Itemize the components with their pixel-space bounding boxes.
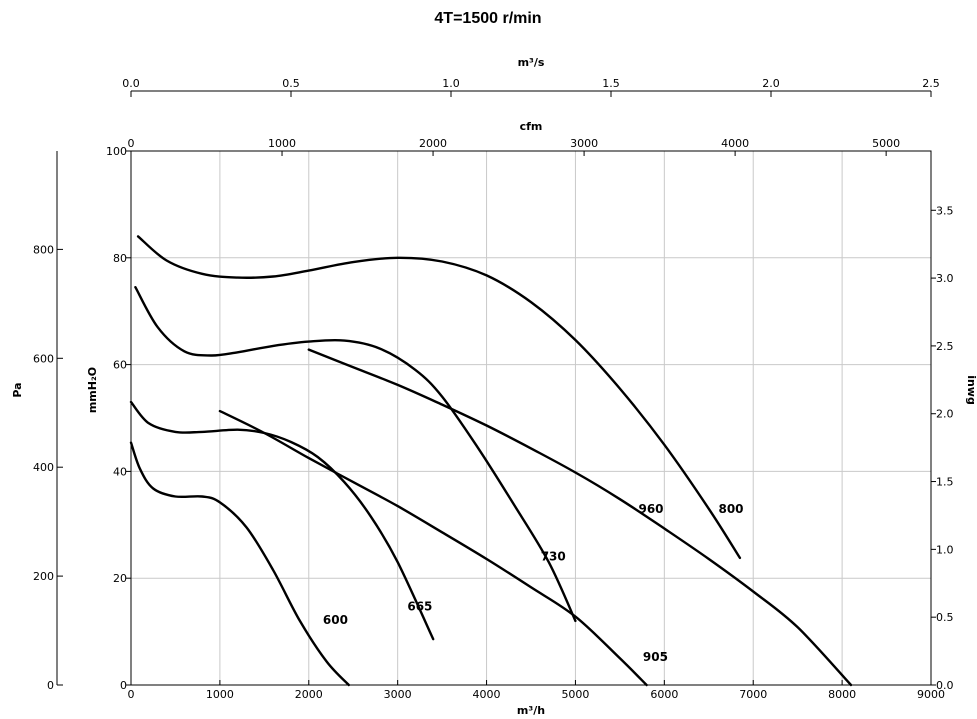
curve-label-600: 600 [323,613,348,627]
cfm-tick-label: 0 [128,137,135,150]
cfm-tick-label: 4000 [721,137,749,150]
curve-label-800: 800 [718,502,743,516]
inwg-axis-title: inwg [965,375,977,405]
curve-label-960: 960 [638,502,663,516]
m3s-axis-title: m³/s [518,56,545,69]
curve-905 [218,409,648,687]
curve-label-665: 665 [407,600,432,614]
curve-730 [134,286,577,623]
m3s-tick-label: 0.5 [282,77,300,90]
inwg-tick-label: 1.5 [936,476,954,489]
inwg-tick-label: 2.5 [936,340,954,353]
cfm-tick-label: 1000 [268,137,296,150]
cfm-tick-label: 5000 [872,137,900,150]
pa-tick-label: 600 [33,352,54,365]
x-tick-label: 4000 [473,688,501,701]
performance-curves: 600 665 730 800 905 960 [129,235,853,687]
inwg-tick-label: 2.0 [936,408,954,421]
cfm-tick-label: 3000 [570,137,598,150]
x-tick-label: 1000 [206,688,234,701]
curve-600 [129,441,350,687]
m3s-tick-label: 0.0 [122,77,140,90]
x-tick-label: 9000 [917,688,945,701]
mmh2o-tick-label: 80 [113,252,127,265]
pa-tick-label: 0 [47,679,54,692]
x-tick-label: 6000 [650,688,678,701]
inwg-tick-label: 0.5 [936,611,954,624]
mmh2o-tick-label: 0 [120,679,127,692]
x-axis-title: m³/h [517,704,545,717]
mmh2o-tick-label: 20 [113,572,127,585]
axes: 0 1000 2000 3000 4000 5000 6000 7000 8000 9000020… [33,77,954,701]
mmh2o-tick-label: 60 [113,359,127,372]
x-tick-label: 2000 [295,688,323,701]
x-tick-label: 3000 [384,688,412,701]
mmh2o-axis-title: mmH₂O [86,367,99,413]
x-tick-label: 0 [128,688,135,701]
curve-label-905: 905 [643,650,668,664]
cfm-tick-label: 2000 [419,137,447,150]
cfm-axis-title: cfm [520,120,543,133]
mmh2o-tick-label: 40 [113,465,127,478]
pa-tick-label: 200 [33,570,54,583]
pa-tick-label: 400 [33,461,54,474]
m3s-tick-label: 2.0 [762,77,780,90]
inwg-tick-label: 0.0 [936,679,954,692]
x-tick-label: 5000 [561,688,589,701]
plot-frame [130,150,932,686]
mmh2o-tick-label: 100 [106,145,127,158]
curve-800 [136,235,742,560]
m3s-tick-label: 2.5 [922,77,940,90]
curve-665 [129,400,435,641]
m3s-tick-label: 1.0 [442,77,460,90]
x-tick-label: 7000 [739,688,767,701]
curve-960 [307,348,853,687]
curve-label-730: 730 [541,549,566,563]
pa-axis-title: Pa [11,382,24,397]
x-tick-label: 8000 [828,688,856,701]
inwg-tick-label: 1.0 [936,543,954,556]
chart-title: 4T=1500 r/min [434,10,541,27]
inwg-tick-label: 3.0 [936,272,954,285]
m3s-tick-label: 1.5 [602,77,620,90]
inwg-tick-label: 3.5 [936,204,954,217]
grid-lines [130,150,932,686]
pa-tick-label: 800 [33,243,54,256]
